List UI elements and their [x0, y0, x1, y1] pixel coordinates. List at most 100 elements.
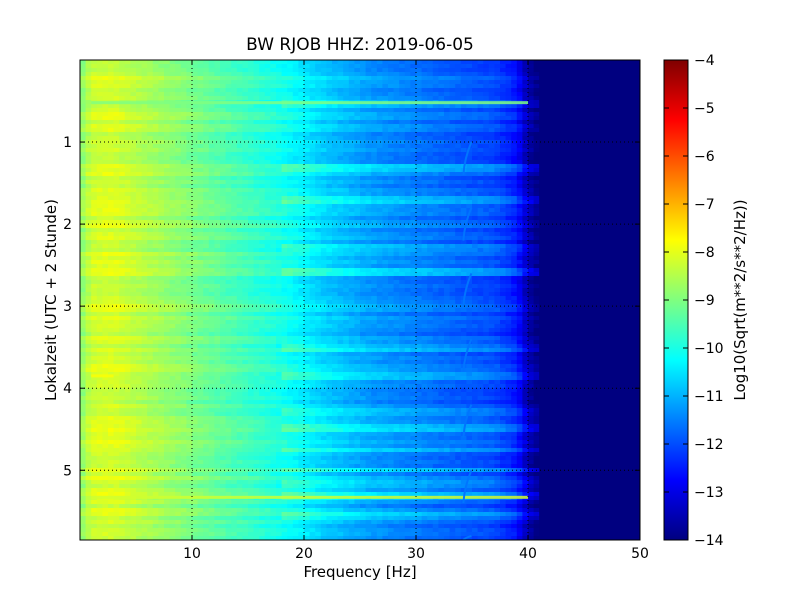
- heatmap-cell: [259, 280, 266, 285]
- heatmap-cell: [119, 460, 126, 465]
- heatmap-cell: [147, 92, 154, 97]
- heatmap-cell: [108, 356, 114, 361]
- heatmap-cell: [102, 196, 109, 201]
- heatmap-cell: [96, 276, 103, 281]
- heatmap-cell: [108, 472, 114, 477]
- heatmap-cell: [298, 64, 305, 69]
- heatmap-cell: [80, 156, 86, 161]
- heatmap-cell: [220, 532, 226, 537]
- heatmap-cell: [253, 464, 260, 469]
- heatmap-cell: [281, 272, 288, 277]
- heatmap-cell: [180, 340, 187, 345]
- heatmap-cell: [80, 528, 86, 533]
- heatmap-cell: [270, 180, 277, 185]
- heatmap-cell: [264, 264, 271, 269]
- heatmap-cell: [80, 136, 86, 141]
- heatmap-cell: [236, 224, 243, 229]
- heatmap-cell: [91, 244, 98, 249]
- heatmap-cell: [292, 216, 299, 221]
- heatmap-cell: [298, 408, 305, 413]
- heatmap-cell: [80, 356, 86, 361]
- heatmap-cell: [152, 236, 159, 241]
- heatmap-cell: [113, 488, 120, 493]
- heatmap-cell: [175, 228, 182, 233]
- heatmap-cell: [180, 320, 187, 325]
- heatmap-cell: [152, 156, 159, 161]
- heatmap-cell: [124, 168, 131, 173]
- heatmap-cell: [108, 512, 114, 517]
- heatmap-cell: [225, 116, 232, 121]
- heatmap-cell: [214, 88, 221, 93]
- heatmap-cell: [242, 532, 249, 537]
- heatmap-cell: [225, 336, 232, 341]
- heatmap-cell: [298, 180, 305, 185]
- heatmap-cell: [298, 416, 305, 421]
- heatmap-cell: [175, 436, 182, 441]
- heatmap-cell: [136, 176, 142, 181]
- heatmap-cell: [136, 368, 142, 373]
- heatmap-cell: [85, 392, 92, 397]
- heatmap-cell: [248, 240, 254, 245]
- heatmap-cell: [281, 428, 288, 433]
- heatmap-cell: [259, 424, 266, 429]
- heatmap-cell: [259, 92, 266, 97]
- heatmap-cell: [108, 64, 114, 69]
- heatmap-cell: [85, 372, 92, 377]
- heatmap-cell: [259, 208, 266, 213]
- heatmap-cell: [152, 372, 159, 377]
- heatmap-cell: [259, 448, 266, 453]
- heatmap-cell: [264, 508, 271, 513]
- heatmap-cell: [281, 152, 288, 157]
- heatmap-cell: [169, 296, 176, 301]
- heatmap-cell: [253, 276, 260, 281]
- heatmap-cell: [208, 160, 215, 165]
- heatmap-cell: [119, 492, 126, 497]
- heatmap-cell: [248, 132, 254, 137]
- heatmap-cell: [236, 412, 243, 417]
- heatmap-cell: [175, 396, 182, 401]
- heatmap-cell: [113, 104, 120, 109]
- heatmap-cell: [108, 468, 114, 473]
- heatmap-cell: [236, 280, 243, 285]
- heatmap-cell: [298, 216, 305, 221]
- heatmap-cell: [91, 464, 98, 469]
- heatmap-cell: [141, 228, 148, 233]
- heatmap-cell: [309, 128, 316, 133]
- heatmap-cell: [169, 512, 176, 517]
- heatmap-cell: [85, 324, 92, 329]
- heatmap-cell: [259, 312, 266, 317]
- heatmap-cell: [152, 132, 159, 137]
- heatmap-cell: [214, 452, 221, 457]
- heatmap-cell: [259, 284, 266, 289]
- heatmap-cell: [164, 68, 170, 73]
- heatmap-cell: [214, 116, 221, 121]
- heatmap-cell: [108, 300, 114, 305]
- heatmap-cell: [231, 468, 238, 473]
- heatmap-cell: [236, 196, 243, 201]
- heatmap-cell: [197, 92, 204, 97]
- heatmap-cell: [180, 416, 187, 421]
- heatmap-cell: [169, 380, 176, 385]
- heatmap-cell: [203, 412, 210, 417]
- heatmap-cell: [270, 260, 277, 265]
- heatmap-cell: [197, 164, 204, 169]
- heatmap-cell: [147, 404, 154, 409]
- heatmap-cell: [203, 488, 210, 493]
- heatmap-cell: [287, 292, 294, 297]
- heatmap-cell: [287, 420, 294, 425]
- heatmap-cell: [220, 212, 226, 217]
- heatmap-cell: [119, 140, 126, 145]
- heatmap-cell: [281, 336, 288, 341]
- heatmap-cell: [113, 88, 120, 93]
- heatmap-cell: [164, 400, 170, 405]
- heatmap-cell: [281, 480, 288, 485]
- heatmap-cell: [281, 464, 288, 469]
- heatmap-cell: [264, 164, 271, 169]
- heatmap-cell: [203, 456, 210, 461]
- heatmap-cell: [113, 352, 120, 357]
- heatmap-cell: [124, 356, 131, 361]
- heatmap-cell: [169, 476, 176, 481]
- heatmap-cell: [141, 344, 148, 349]
- heatmap-cell: [152, 416, 159, 421]
- heatmap-cell: [186, 276, 193, 281]
